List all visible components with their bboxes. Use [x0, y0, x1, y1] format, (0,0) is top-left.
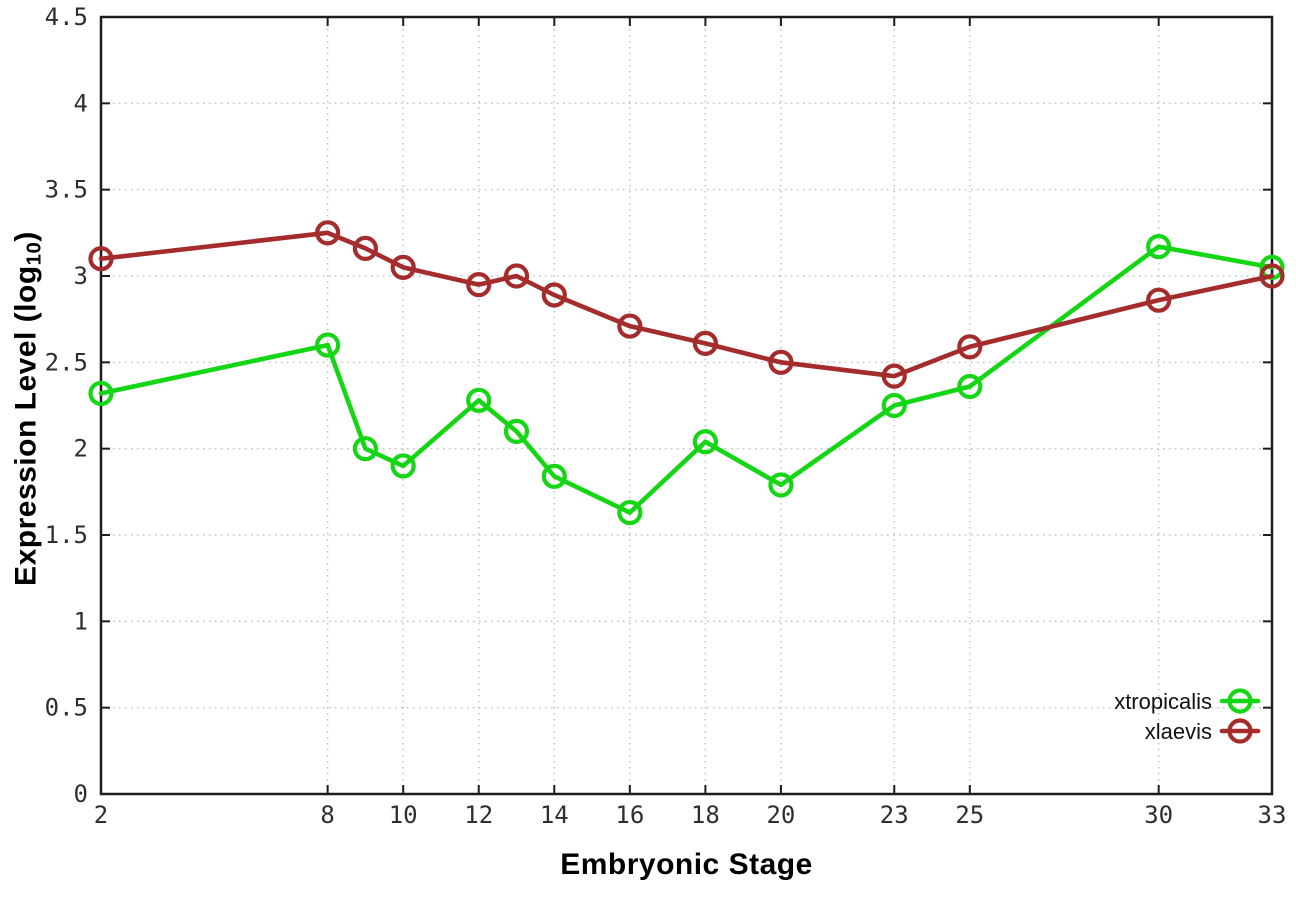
data-point-xtropicalis-stage-2	[88, 380, 114, 407]
data-point-xtropicalis-stage-13	[503, 418, 530, 444]
data-point-xtropicalis-stage-12	[466, 387, 492, 413]
y-tick-label: 3.5	[45, 176, 88, 204]
data-point-xtropicalis-stage-18	[692, 429, 718, 455]
x-tick-label: 33	[1258, 801, 1287, 829]
x-tick-label: 25	[955, 801, 984, 829]
data-point-xtropicalis-stage-16	[617, 499, 643, 526]
x-tick-label: 30	[1144, 801, 1173, 829]
y-axis-title: Expression Level (log10)	[9, 199, 46, 619]
data-point-xlaevis-stage-14	[541, 282, 567, 308]
y-axis-title-suffix: )	[9, 231, 43, 242]
data-point-xlaevis-stage-10	[390, 254, 416, 280]
x-tick-label: 10	[389, 801, 418, 829]
data-point-xlaevis-stage-16	[617, 313, 643, 339]
x-axis-title: Embryonic Stage	[560, 848, 813, 881]
x-tick-label: 14	[540, 801, 569, 829]
x-tick-label: 16	[615, 801, 644, 829]
y-tick-label: 0.5	[45, 694, 88, 722]
data-point-xtropicalis-stage-8	[315, 332, 341, 358]
data-point-xtropicalis-stage-20	[768, 472, 794, 498]
data-point-xlaevis-stage-2	[88, 246, 114, 272]
data-point-xlaevis-stage-20	[768, 349, 794, 375]
legend-label-xlaevis: xlaevis	[1145, 719, 1212, 744]
y-tick-label: 1.5	[45, 521, 88, 549]
data-point-xlaevis-stage-23	[881, 363, 907, 389]
data-point-xtropicalis-stage-30	[1146, 234, 1172, 260]
legend-marker-xtropicalis	[1227, 688, 1253, 714]
data-point-xlaevis-stage-30	[1146, 287, 1172, 313]
data-point-xtropicalis-stage-23	[881, 392, 907, 419]
x-tick-label: 12	[464, 801, 493, 829]
legend-label-xtropicalis: xtropicalis	[1114, 689, 1212, 714]
y-axis-title-subscript: 10	[23, 241, 46, 266]
data-point-xlaevis-stage-18	[692, 330, 718, 356]
data-point-xlaevis-stage-12	[466, 272, 492, 298]
data-point-xlaevis-stage-25	[957, 334, 983, 360]
x-tick-label: 20	[766, 801, 795, 829]
x-tick-label: 8	[320, 801, 334, 829]
data-point-xtropicalis-stage-14	[541, 463, 567, 489]
x-tick-label: 18	[691, 801, 720, 829]
data-point-xlaevis-stage-9	[352, 235, 379, 261]
y-tick-label: 3	[74, 262, 88, 290]
y-tick-label: 4	[74, 89, 88, 117]
y-tick-label: 1	[74, 607, 88, 635]
y-axis-title-text: Expression Level (log	[9, 265, 43, 586]
x-tick-label: 23	[880, 801, 909, 829]
y-tick-label: 2	[74, 435, 88, 463]
y-tick-label: 4.5	[45, 3, 88, 31]
x-tick-label: 2	[94, 801, 108, 829]
data-point-xtropicalis-stage-9	[352, 436, 379, 462]
data-point-xlaevis-stage-13	[503, 263, 530, 289]
data-point-xlaevis-stage-33	[1259, 263, 1285, 289]
data-point-xlaevis-stage-8	[315, 220, 341, 246]
y-tick-label: 2.5	[45, 348, 88, 376]
series-line-xlaevis	[98, 230, 1275, 379]
data-point-xtropicalis-stage-25	[957, 373, 983, 400]
y-tick-label: 0	[74, 780, 88, 808]
plot-border	[99, 15, 1274, 796]
series-line-xtropicalis	[98, 244, 1275, 515]
legend-marker-xlaevis	[1227, 718, 1253, 744]
data-point-xtropicalis-stage-10	[390, 453, 416, 479]
